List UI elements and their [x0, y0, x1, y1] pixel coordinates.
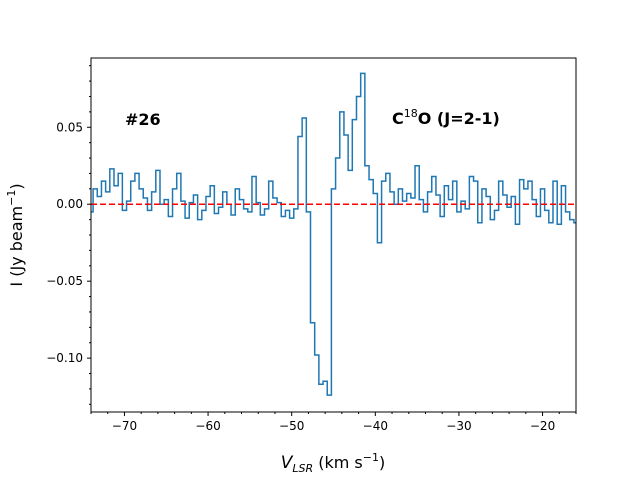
x-axis-sub: LSR — [292, 462, 313, 475]
y-tick-label: 0.00 — [56, 197, 83, 211]
x-axis-var: V — [281, 453, 294, 473]
x-tick-label: −70 — [112, 419, 137, 433]
molecule-prefix: C — [392, 109, 404, 128]
source-id-label: #26 — [125, 110, 161, 129]
x-tick-label: −30 — [446, 419, 471, 433]
y-axis-main: I (Jy beam — [7, 206, 26, 287]
x-tick-label: −20 — [530, 419, 555, 433]
x-tick-label: −50 — [279, 419, 304, 433]
x-axis-label: VLSR (km s−1) — [281, 451, 385, 475]
x-axis-units: (km s — [313, 453, 363, 472]
y-tick-label: −0.05 — [46, 274, 83, 288]
x-axis-close: ) — [379, 453, 385, 472]
molecule-suffix: O (J=2-1) — [418, 109, 500, 128]
x-tick-label: −60 — [195, 419, 220, 433]
y-axis-label: I (Jy beam−1) — [5, 183, 26, 286]
y-tick-label: 0.05 — [56, 120, 83, 134]
plot-layer — [91, 72, 576, 396]
spectrum-line — [91, 72, 576, 396]
molecule-isotope: 18 — [404, 107, 418, 120]
ticks-layer: −70 −60 −50 −40 −30 −20 −0.10 −0.05 0.00 0.05 — [46, 65, 577, 433]
y-axis-sup: −1 — [5, 190, 18, 206]
x-tick-label: −40 — [363, 419, 388, 433]
y-tick-label: −0.10 — [46, 351, 83, 365]
x-axis-units-sup: −1 — [363, 451, 379, 464]
molecule-label: C18O (J=2-1) — [392, 107, 500, 128]
y-axis-close: ) — [7, 183, 26, 189]
